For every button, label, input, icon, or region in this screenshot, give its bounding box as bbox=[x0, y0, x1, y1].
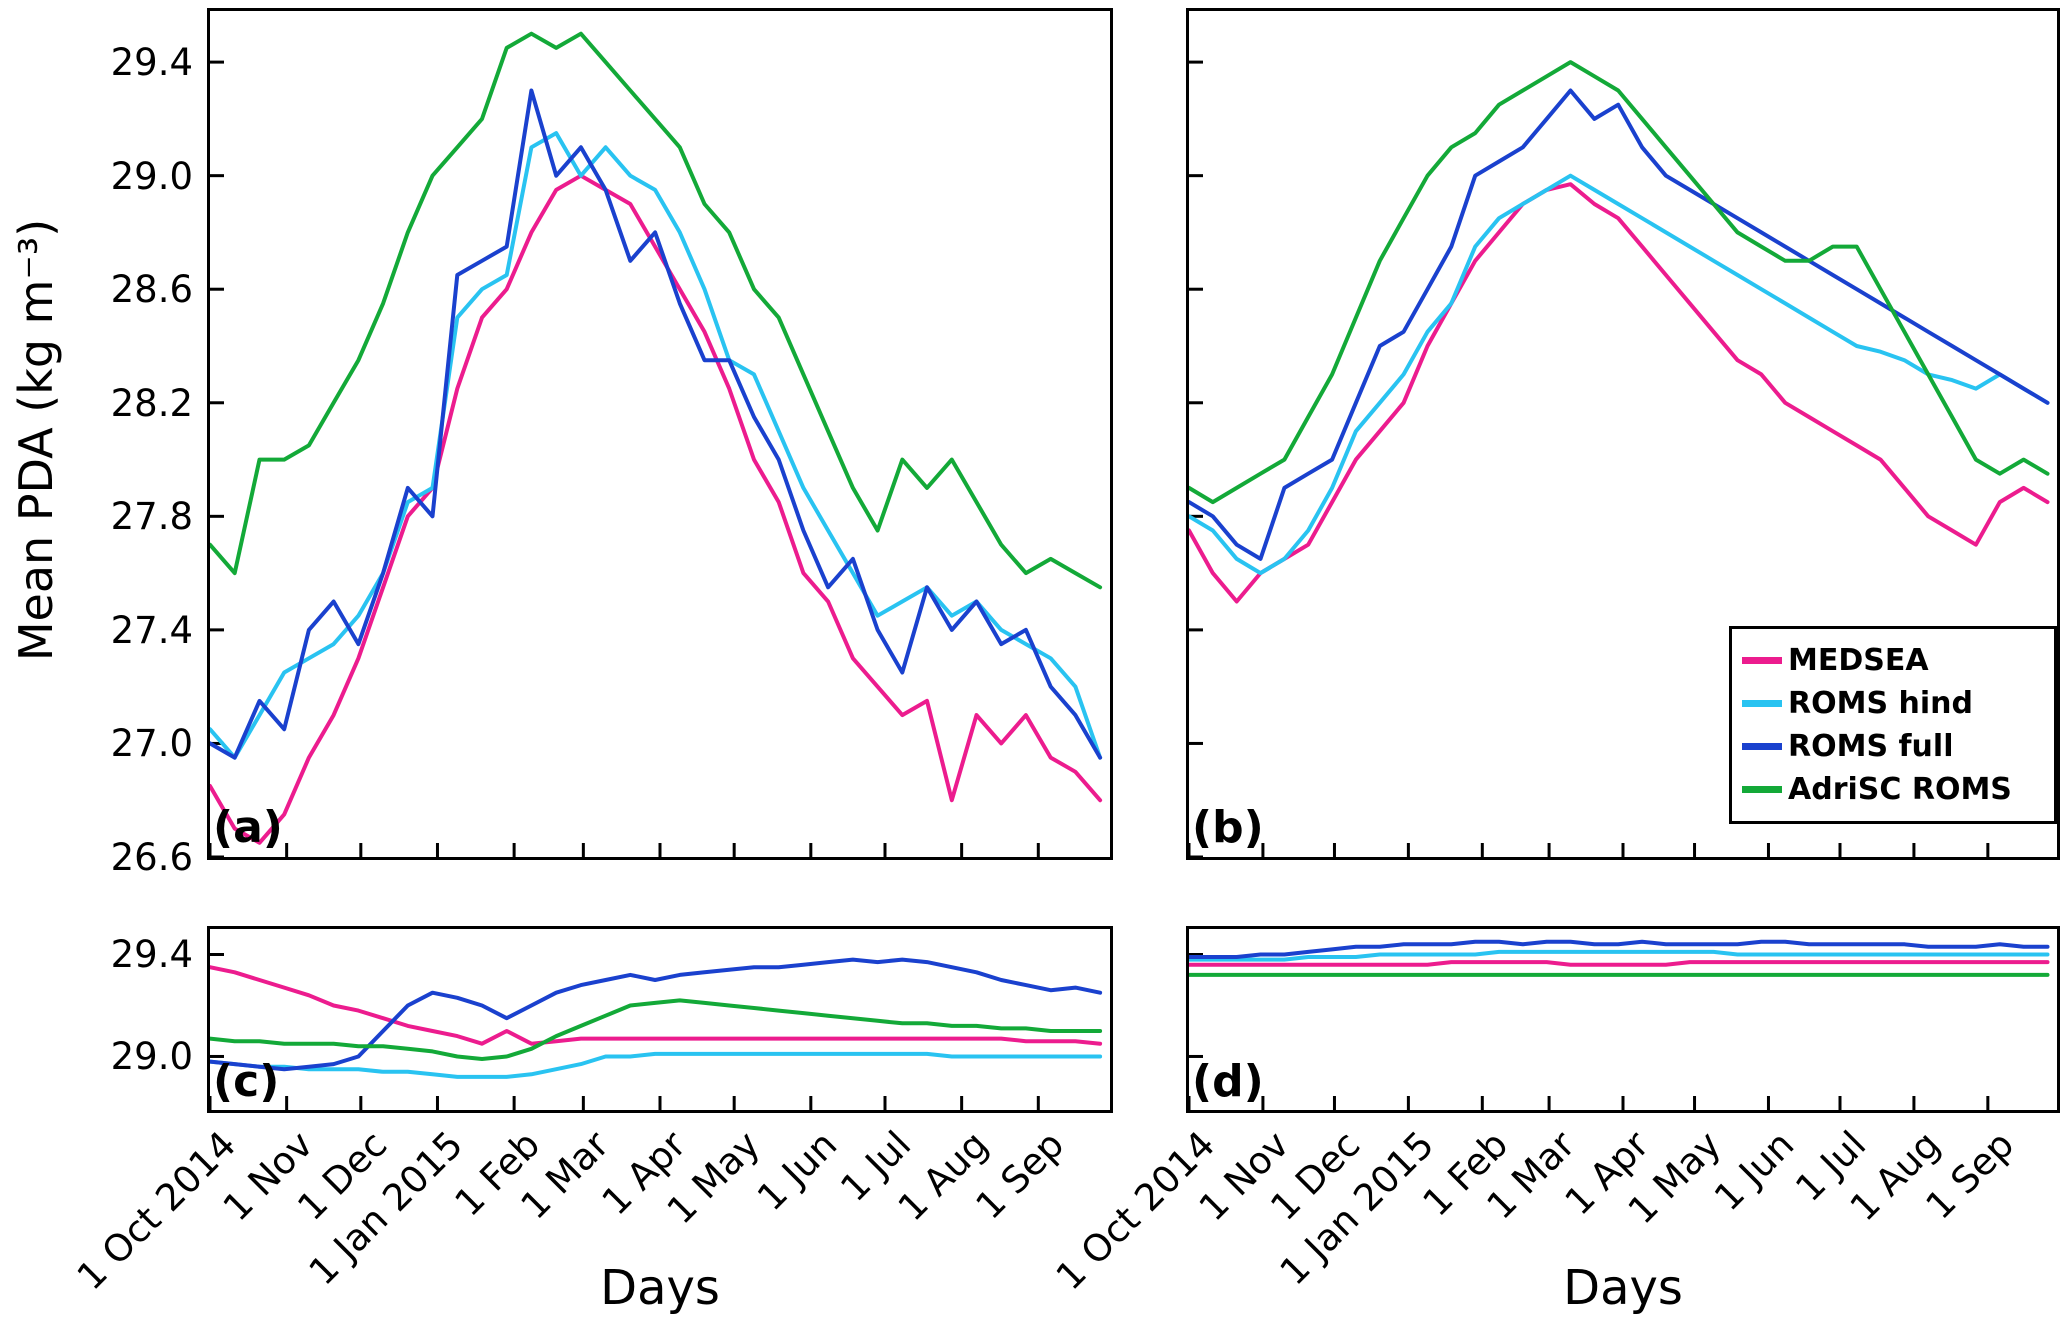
series-line-adrisc-roms bbox=[210, 31, 1103, 590]
y-tick-label: 27.4 bbox=[110, 608, 193, 652]
series-line-medsea bbox=[1189, 182, 2050, 604]
plot-area-c bbox=[210, 952, 1103, 1110]
panel-d bbox=[1186, 926, 2060, 1113]
legend-entry: MEDSEA bbox=[1742, 639, 2044, 682]
y-tick-label: 29.4 bbox=[110, 933, 193, 977]
y-tick-label: 29.0 bbox=[110, 1035, 193, 1079]
series-line-roms-hind bbox=[210, 131, 1103, 760]
y-tick-label: 28.6 bbox=[110, 268, 193, 312]
panel-a bbox=[207, 8, 1113, 860]
y-tick-label: 29.4 bbox=[110, 41, 193, 85]
legend-label: ROMS hind bbox=[1788, 685, 1973, 721]
legend-line-swatch bbox=[1742, 786, 1782, 793]
panel-label-a: (a) bbox=[213, 802, 283, 853]
panel-label-b: (b) bbox=[1192, 802, 1264, 853]
legend-entry: AdriSC ROMS bbox=[1742, 768, 2044, 811]
legend-box: MEDSEA ROMS hind ROMS full AdriSC ROMS bbox=[1729, 626, 2057, 824]
x-axis-label-right: Days bbox=[1563, 1260, 1683, 1316]
legend-line-swatch bbox=[1742, 743, 1782, 750]
legend-label: AdriSC ROMS bbox=[1788, 771, 2012, 807]
x-axis-label-left: Days bbox=[600, 1260, 720, 1316]
legend-line-swatch bbox=[1742, 657, 1782, 664]
plot-area-b bbox=[1189, 60, 2050, 857]
series-line-roms-hind bbox=[210, 1051, 1103, 1079]
legend-label: ROMS full bbox=[1788, 728, 1954, 764]
legend-label: MEDSEA bbox=[1788, 642, 1929, 678]
y-tick-label: 28.2 bbox=[110, 381, 193, 425]
legend-entry: ROMS hind bbox=[1742, 682, 2044, 725]
legend-entry: ROMS full bbox=[1742, 725, 2044, 768]
y-tick-label: 27.0 bbox=[110, 722, 193, 766]
series-line-roms-hind bbox=[1189, 173, 2050, 576]
panel-c bbox=[207, 926, 1113, 1113]
series-line-roms-full bbox=[210, 88, 1103, 760]
series-line-roms-full bbox=[1189, 939, 2050, 959]
series-line-medsea bbox=[210, 173, 1103, 845]
panel-label-d: (d) bbox=[1192, 1056, 1264, 1107]
plot-area-d bbox=[1189, 939, 2050, 1110]
series-line-roms-full bbox=[210, 957, 1103, 1072]
y-tick-label: 29.0 bbox=[110, 154, 193, 198]
series-line-roms-full bbox=[1189, 88, 2050, 561]
y-tick-label: 27.8 bbox=[110, 495, 193, 539]
y-tick-label: 26.6 bbox=[110, 836, 193, 879]
series-line-medsea bbox=[1189, 960, 2050, 967]
series-line-adrisc-roms bbox=[1189, 60, 2050, 505]
panel-label-c: (c) bbox=[213, 1056, 280, 1107]
plot-area-a bbox=[210, 31, 1103, 857]
series-line-adrisc-roms bbox=[210, 998, 1103, 1061]
legend-line-swatch bbox=[1742, 700, 1782, 707]
series-line-roms-hind bbox=[1189, 949, 2050, 962]
series-line-medsea bbox=[210, 965, 1103, 1046]
